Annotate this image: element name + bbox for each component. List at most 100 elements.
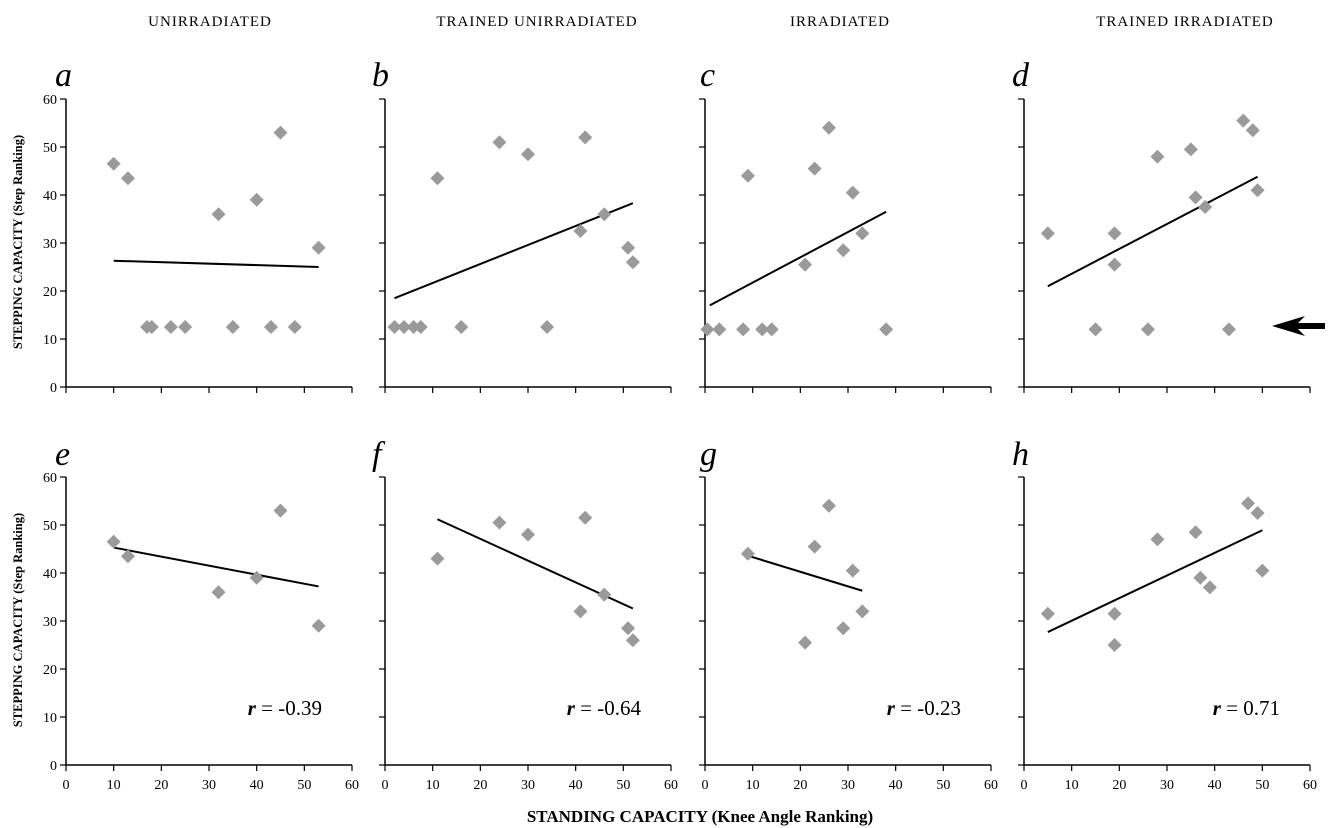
data-point — [700, 322, 715, 337]
data-point — [573, 604, 588, 619]
x-tick-label: 10 — [1065, 778, 1079, 793]
data-point — [120, 549, 135, 564]
data-point — [521, 527, 535, 542]
x-tick-label: 30 — [521, 778, 535, 793]
trendline — [113, 259, 319, 268]
y-tick-label: 40 — [43, 567, 57, 582]
data-point — [621, 240, 636, 255]
data-point — [273, 503, 288, 518]
data-point — [1255, 563, 1270, 578]
data-point — [1241, 496, 1256, 511]
y-tick-label: 60 — [43, 471, 57, 486]
data-point — [578, 510, 593, 525]
data-point — [1250, 506, 1265, 520]
panel-b — [379, 98, 672, 393]
panel-letter-g: g — [700, 436, 717, 473]
data-point — [736, 322, 751, 337]
data-point — [1236, 113, 1251, 128]
panel-a: 0 10 20 30 40 50 60 — [43, 93, 353, 396]
data-point — [597, 207, 612, 222]
data-point — [712, 322, 727, 337]
y-tick-label: 20 — [43, 285, 57, 300]
column-title-unirradiated: UNIRRADIATED — [148, 14, 272, 30]
data-point — [1140, 322, 1155, 337]
data-point — [454, 320, 469, 334]
data-point — [821, 498, 836, 513]
data-point — [397, 320, 412, 334]
trendline — [394, 202, 634, 300]
data-point — [798, 257, 813, 272]
y-tick-label: 50 — [43, 519, 57, 534]
data-point — [1183, 142, 1198, 157]
y-tick-label: 10 — [43, 711, 57, 726]
y-tick-label: 30 — [43, 615, 57, 630]
correlation-label: r = -0.39 — [248, 696, 322, 720]
x-tick-label: 40 — [569, 778, 583, 793]
data-point — [1107, 606, 1122, 621]
data-point — [521, 147, 535, 162]
x-tick-label: 0 — [1021, 778, 1028, 793]
data-point — [625, 633, 640, 648]
trendline — [1047, 175, 1259, 288]
x-tick-label: 30 — [1160, 778, 1174, 793]
data-point — [1221, 322, 1236, 337]
x-tick-label: 0 — [63, 778, 70, 793]
x-tick-label: 40 — [1208, 778, 1222, 793]
data-point — [879, 322, 894, 337]
data-point — [273, 125, 288, 140]
x-tick-label: 0 — [702, 778, 709, 793]
x-tick-label: 0 — [382, 778, 389, 793]
data-point — [311, 618, 326, 633]
data-point — [1107, 226, 1122, 241]
data-point — [836, 243, 851, 258]
data-point — [578, 130, 593, 145]
data-point — [1188, 525, 1203, 540]
panel-d — [1018, 98, 1311, 393]
data-point — [406, 320, 421, 334]
x-tick-label: 10 — [107, 778, 121, 793]
x-tick-label: 40 — [889, 778, 903, 793]
panel-e: 0 10 20 30 40 50 60 0 10 20 30 40 50 60 r = -0.39 — [43, 471, 359, 793]
data-point — [1107, 257, 1122, 272]
y-tick-label: 50 — [43, 141, 57, 156]
data-point — [311, 240, 326, 255]
data-point — [249, 192, 264, 207]
data-point — [764, 322, 779, 337]
data-point — [1040, 606, 1055, 621]
left-arrow-icon — [1272, 316, 1325, 336]
data-point — [855, 604, 870, 619]
data-point — [430, 551, 445, 566]
trendline — [709, 210, 887, 307]
data-point — [807, 539, 822, 554]
data-point — [625, 255, 640, 270]
trendline — [113, 546, 319, 588]
data-point — [1193, 570, 1208, 585]
panel-f: 0 10 20 30 40 50 60 r = -0.64 — [379, 476, 678, 793]
panel-letter-a: a — [55, 57, 72, 94]
data-point — [144, 320, 159, 334]
column-title-trained-irradiated: TRAINED IRRADIATED — [1096, 14, 1274, 30]
data-point — [178, 320, 193, 334]
data-point — [821, 120, 836, 135]
x-tick-label: 60 — [664, 778, 678, 793]
y-tick-label: 20 — [43, 663, 57, 678]
data-point — [211, 585, 226, 600]
data-point — [106, 156, 121, 171]
data-point — [845, 563, 860, 578]
correlation-label: r = -0.64 — [567, 696, 642, 720]
panel-letter-f: f — [372, 436, 386, 473]
data-point — [1107, 638, 1122, 652]
y-tick-label: 40 — [43, 189, 57, 204]
x-axis-title: STANDING CAPACITY (Knee Angle Ranking) — [527, 807, 873, 826]
data-point — [263, 320, 278, 334]
x-tick-label: 20 — [473, 778, 487, 793]
data-point — [1150, 149, 1165, 164]
y-tick-label: 0 — [50, 759, 57, 774]
data-point — [287, 320, 302, 334]
data-point — [597, 587, 612, 602]
y-axis-title-bottom: STEPPING CAPACITY (Step Ranking) — [11, 513, 25, 727]
x-tick-label: 50 — [936, 778, 950, 793]
data-point — [1040, 226, 1055, 241]
x-tick-label: 60 — [984, 778, 998, 793]
x-tick-label: 20 — [793, 778, 807, 793]
